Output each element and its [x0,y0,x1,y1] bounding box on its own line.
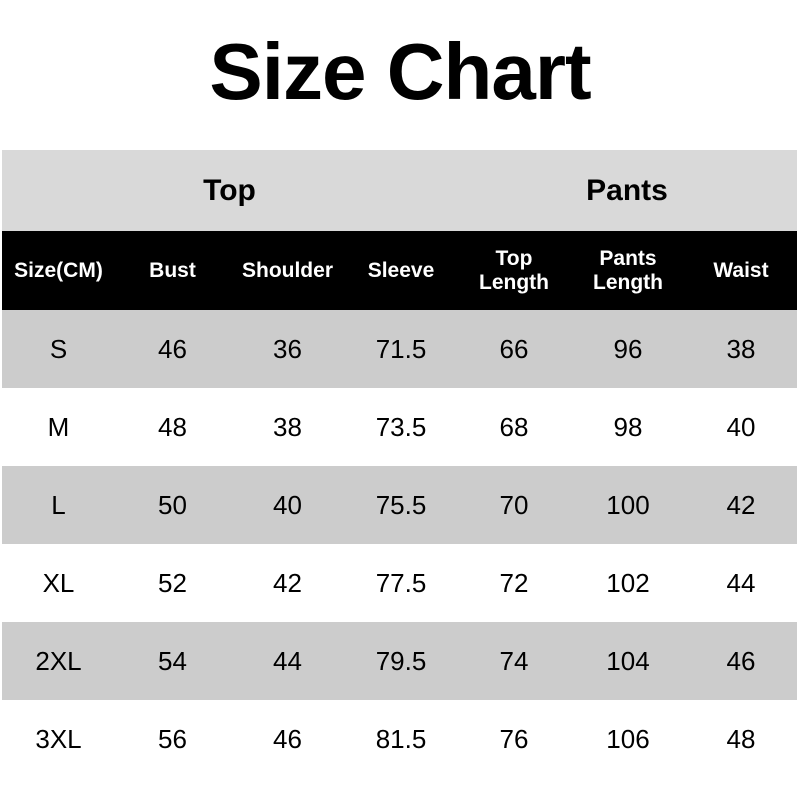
column-header-top-length: Top Length [457,247,571,294]
column-group-top: Top [203,173,256,207]
cell-size: L [51,489,66,520]
column-header-waist: Waist [685,259,797,283]
cell-size: 2XL [35,645,82,676]
cell-top-length: 74 [499,645,529,676]
column-header-size-line1: Size(CM) [14,258,103,282]
cell-size: 3XL [35,723,82,754]
cell-top-length: 66 [499,333,529,364]
cell-shoulder: 44 [273,645,302,676]
cell-pants-length: 106 [606,723,650,754]
cell-top-length: 72 [499,567,529,598]
cell-pants-length: 102 [606,567,650,598]
table-body: S 46 36 71.5 66 96 38 M 48 38 73.5 68 98… [2,310,797,778]
table-row: 2XL 54 44 79.5 74 104 46 [2,622,797,700]
cell-shoulder: 42 [273,567,302,598]
cell-size: XL [42,567,75,598]
cell-sleeve: 81.5 [375,723,427,754]
cell-shoulder: 38 [273,411,302,442]
table-row: L 50 40 75.5 70 100 42 [2,466,797,544]
cell-bust: 50 [158,489,187,520]
column-header-pants-length-line1: Pants [599,246,657,270]
column-header-waist-line1: Waist [713,258,769,282]
cell-sleeve: 79.5 [375,645,427,676]
cell-waist: 40 [726,411,756,442]
cell-pants-length: 96 [613,333,643,364]
table-row: XL 52 42 77.5 72 102 44 [2,544,797,622]
column-header-shoulder-line1: Shoulder [241,258,333,282]
cell-waist: 42 [726,489,756,520]
cell-waist: 46 [726,645,756,676]
cell-size: M [47,411,70,442]
cell-waist: 48 [726,723,756,754]
table-row: M 48 38 73.5 68 98 40 [2,388,797,466]
title-band: Size Chart [0,0,800,150]
cell-sleeve: 73.5 [375,411,427,442]
cell-bust: 46 [158,333,187,364]
cell-shoulder: 40 [273,489,302,520]
column-group-band: Top Pants [2,150,797,231]
cell-waist: 38 [726,333,756,364]
cell-shoulder: 46 [273,723,302,754]
cell-pants-length: 98 [613,411,643,442]
column-header-bust-line1: Bust [149,258,196,282]
cell-top-length: 76 [499,723,529,754]
cell-top-length: 70 [499,489,529,520]
cell-bust: 52 [158,567,187,598]
column-header-size: Size(CM) [2,259,115,283]
cell-bust: 48 [158,411,187,442]
column-header-sleeve-line1: Sleeve [367,258,435,282]
table-row: 3XL 56 46 81.5 76 106 48 [2,700,797,778]
cell-pants-length: 100 [606,489,650,520]
cell-sleeve: 75.5 [375,489,427,520]
cell-sleeve: 71.5 [375,333,427,364]
cell-size: S [49,333,68,364]
column-header-sleeve: Sleeve [345,259,457,283]
table-row: S 46 36 71.5 66 96 38 [2,310,797,388]
column-header-pants-length-line2: Length [593,270,663,294]
cell-pants-length: 104 [606,645,650,676]
column-group-pants: Pants [586,173,668,207]
column-header-shoulder: Shoulder [230,259,345,283]
cell-sleeve: 77.5 [375,567,427,598]
column-header-top-length-line2: Length [479,270,549,294]
column-header-top-length-line1: Top [495,246,533,270]
column-header-pants-length: Pants Length [571,247,685,294]
cell-bust: 54 [158,645,187,676]
cell-top-length: 68 [499,411,529,442]
column-header-bust: Bust [115,259,230,283]
cell-bust: 56 [158,723,187,754]
cell-waist: 44 [726,567,756,598]
table-header-row: Size(CM) Bust Shoulder Sleeve Top Length… [2,231,797,310]
page-title: Size Chart [209,27,591,116]
cell-shoulder: 36 [273,333,302,364]
